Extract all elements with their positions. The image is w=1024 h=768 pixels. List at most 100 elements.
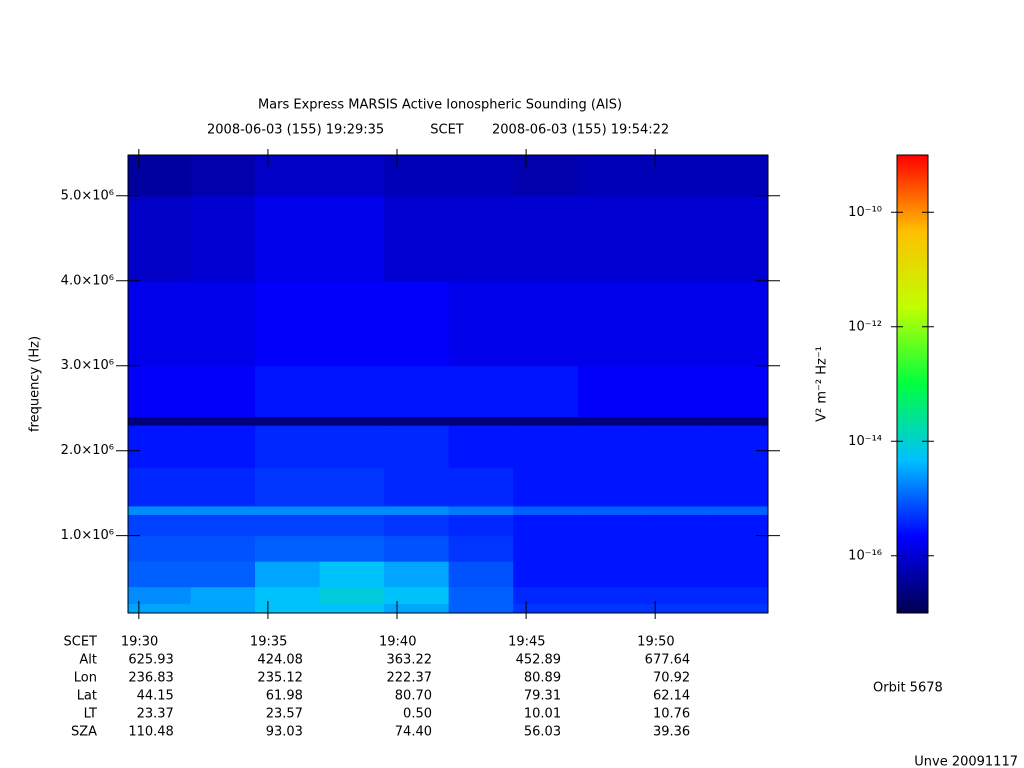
heatmap-cell	[706, 155, 769, 197]
heatmap-cell	[255, 425, 321, 469]
heatmap-cell	[255, 416, 321, 426]
heatmap-cell	[577, 467, 643, 507]
heatmap-cell	[128, 603, 191, 614]
heatmap-cell	[384, 195, 450, 282]
heatmap-cell	[448, 416, 514, 426]
heatmap-cell	[384, 365, 450, 418]
heatmap-cell	[255, 195, 321, 282]
colorbar-tick-label: 10⁻¹⁰	[848, 205, 882, 220]
heatmap-cell	[577, 535, 643, 562]
colorbar-tick-label: 10⁻¹²	[848, 319, 882, 334]
heatmap-cell	[190, 535, 256, 562]
heatmap-cell	[319, 155, 385, 197]
heatmap-cell	[190, 603, 256, 614]
heatmap-cell	[128, 505, 191, 515]
ephemeris-label: Lat	[77, 689, 97, 704]
heatmap-cell	[706, 535, 769, 562]
heatmap-cell	[128, 467, 191, 507]
footer: Unve 20091117	[914, 755, 1018, 768]
ephemeris-value: 363.22	[387, 653, 433, 668]
heatmap-cell	[319, 416, 385, 426]
heatmap-cell	[706, 425, 769, 469]
heatmap-cell	[319, 505, 385, 515]
heatmap-cell	[319, 535, 385, 562]
ephemeris-label: SZA	[71, 725, 97, 740]
heatmap-cell	[319, 586, 385, 605]
heatmap-cell	[577, 155, 643, 197]
heatmap-cell	[128, 561, 191, 588]
heatmap-cell	[190, 514, 256, 537]
heatmap-cell	[255, 586, 321, 605]
heatmap-cell	[642, 467, 708, 507]
heatmap-cell	[706, 514, 769, 537]
heatmap-cell	[319, 195, 385, 282]
heatmap-cell	[384, 514, 450, 537]
heatmap-cell	[384, 467, 450, 507]
heatmap-cell	[642, 280, 708, 367]
heatmap-cell	[513, 155, 579, 197]
heatmap-cell	[190, 505, 256, 515]
ephemeris-value: 10.01	[524, 707, 561, 722]
ephemeris-value: 62.14	[653, 689, 690, 704]
heatmap-cell	[319, 514, 385, 537]
ephemeris-value: 222.37	[387, 671, 433, 686]
heatmap-cell	[319, 467, 385, 507]
heatmap-cell	[577, 195, 643, 282]
x-tick-label: 19:50	[637, 635, 674, 650]
ephemeris-value: 23.57	[266, 707, 303, 722]
heatmap-cell	[577, 586, 643, 605]
y-tick-label: 1.0×10⁶	[61, 528, 114, 543]
heatmap-cell	[319, 425, 385, 469]
heatmap-cell	[128, 514, 191, 537]
heatmap-cell	[577, 514, 643, 537]
heatmap-cell	[255, 467, 321, 507]
heatmap-cell	[128, 416, 191, 426]
ephemeris-value: 70.92	[653, 671, 690, 686]
ephemeris-value: 80.70	[395, 689, 432, 704]
heatmap-cell	[384, 280, 450, 367]
ephemeris-label: Alt	[79, 653, 97, 668]
heatmap-cell	[706, 416, 769, 426]
heatmap-cell	[128, 195, 191, 282]
heatmap-cell	[706, 561, 769, 588]
x-tick-label: 19:35	[250, 635, 287, 650]
heatmap-cell	[513, 535, 579, 562]
heatmap-cell	[577, 365, 643, 418]
ephemeris-label: Lon	[74, 671, 97, 686]
colorbar-tick-label: 10⁻¹⁴	[848, 434, 882, 449]
heatmap-cell	[384, 425, 450, 469]
heatmap-cell	[642, 603, 708, 614]
ephemeris-value: 452.89	[516, 653, 562, 668]
ephemeris-value: 10.76	[653, 707, 690, 722]
start-time: 2008-06-03 (155) 19:29:35	[207, 123, 384, 138]
heatmap-cell	[513, 467, 579, 507]
heatmap-cell	[190, 365, 256, 418]
heatmap-cell	[706, 505, 769, 515]
heatmap-cell	[448, 365, 514, 418]
x-tick-label: 19:40	[379, 635, 416, 650]
y-tick-label: 3.0×10⁶	[61, 358, 114, 373]
heatmap-cell	[384, 603, 450, 614]
heatmap-cell	[513, 195, 579, 282]
heatmap-cell	[448, 425, 514, 469]
ephemeris-value: 74.40	[395, 725, 432, 740]
heatmap-cell	[319, 365, 385, 418]
x-tick-label: 19:30	[121, 635, 158, 650]
heatmap-cell	[190, 280, 256, 367]
heatmap-cell	[642, 425, 708, 469]
heatmap-cell	[448, 467, 514, 507]
ephemeris-value: 79.31	[524, 689, 561, 704]
heatmap-cell	[513, 280, 579, 367]
heatmap-cell	[513, 365, 579, 418]
heatmap-cell	[255, 155, 321, 197]
heatmap-cell	[448, 586, 514, 605]
heatmap-cell	[642, 535, 708, 562]
row-label: SCET	[64, 635, 98, 650]
ephemeris-value: 44.15	[137, 689, 174, 704]
heatmap-cell	[190, 467, 256, 507]
heatmap-cell	[384, 416, 450, 426]
heatmap-cell	[128, 365, 191, 418]
heatmap-cell	[513, 586, 579, 605]
heatmap-cell	[513, 505, 579, 515]
heatmap-cell	[448, 195, 514, 282]
